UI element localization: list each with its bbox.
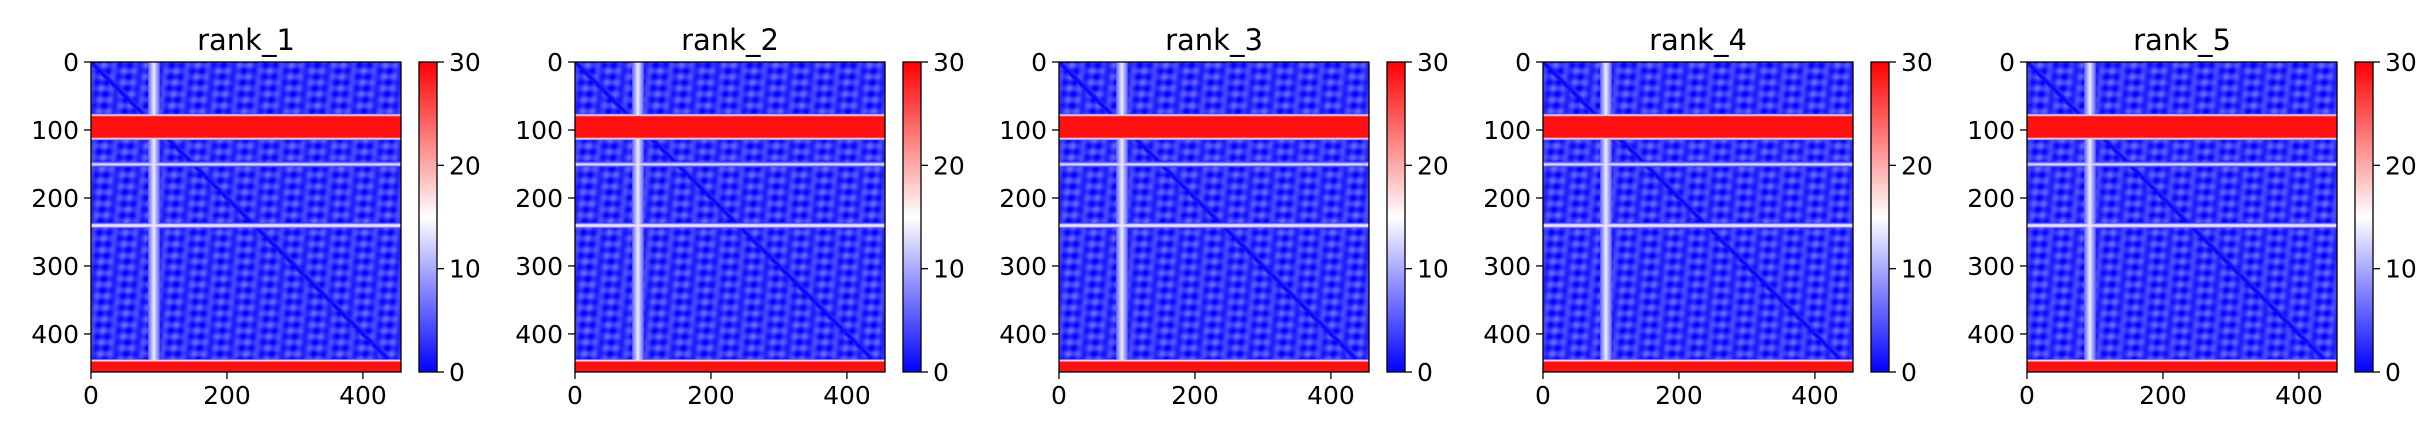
x-tick-label: 0 — [567, 381, 583, 410]
colorbar — [2354, 61, 2374, 373]
x-tick-label: 400 — [339, 381, 387, 410]
x-tick-label: 400 — [823, 381, 871, 410]
x-tick-label: 0 — [1051, 381, 1067, 410]
x-tick-label: 400 — [1791, 381, 1839, 410]
x-tick-label: 0 — [1535, 381, 1551, 410]
heatmap-image — [1059, 62, 1369, 372]
heatmap-image — [2027, 62, 2337, 372]
heatmap-frame — [1058, 61, 1370, 373]
colorbar-tick-label: 20 — [449, 151, 481, 180]
y-tick-label: 400 — [31, 320, 79, 349]
x-tick-label: 0 — [83, 381, 99, 410]
x-tick-label: 200 — [1655, 381, 1703, 410]
y-tick-label: 300 — [31, 252, 79, 281]
colorbar-tick-label: 30 — [2385, 48, 2417, 77]
panel-4: rank_4 0 200 400 0 100 200 300 400 0 10 20 30 — [1483, 23, 1933, 410]
colorbar-tick-label: 10 — [933, 255, 965, 284]
colorbar-tick-label: 20 — [1901, 151, 1933, 180]
colorbar — [1870, 61, 1890, 373]
y-tick-label: 300 — [1967, 252, 2015, 281]
x-tick-label: 200 — [1171, 381, 1219, 410]
heatmap-frame — [1542, 61, 1854, 373]
panel-title: rank_4 — [1649, 23, 1747, 57]
colorbar-tick-label: 20 — [933, 151, 965, 180]
y-tick-label: 0 — [1031, 48, 1047, 77]
panel-3: rank_3 0 200 400 0 100 200 300 400 0 10 20 30 — [999, 23, 1449, 410]
x-tick-label: 200 — [203, 381, 251, 410]
heatmap-image — [575, 62, 885, 372]
panel-title: rank_1 — [197, 23, 295, 57]
colorbar-tick-label: 30 — [449, 48, 481, 77]
x-tick-label: 0 — [2019, 381, 2035, 410]
y-tick-label: 100 — [1967, 116, 2015, 145]
colorbar — [418, 61, 438, 373]
colorbar — [902, 61, 922, 373]
colorbar-tick-label: 0 — [449, 358, 465, 387]
colorbar-tick-label: 0 — [933, 358, 949, 387]
y-tick-label: 0 — [1515, 48, 1531, 77]
y-tick-label: 400 — [515, 320, 563, 349]
colorbar-tick-label: 0 — [2385, 358, 2401, 387]
colorbar-tick-label: 10 — [2385, 255, 2417, 284]
y-tick-label: 200 — [999, 184, 1047, 213]
colorbar-tick-label: 30 — [933, 48, 965, 77]
y-tick-label: 0 — [547, 48, 563, 77]
y-tick-label: 100 — [1483, 116, 1531, 145]
colorbar — [1386, 61, 1406, 373]
colorbar-tick-label: 30 — [1901, 48, 1933, 77]
x-tick-label: 400 — [1307, 381, 1355, 410]
y-tick-label: 200 — [1483, 184, 1531, 213]
colorbar-tick-label: 0 — [1901, 358, 1917, 387]
panel-5: rank_5 0 200 400 0 100 200 300 400 0 10 20 30 — [1967, 23, 2417, 410]
y-tick-label: 100 — [999, 116, 1047, 145]
colorbar-tick-label: 30 — [1417, 48, 1449, 77]
panel-title: rank_3 — [1165, 23, 1263, 57]
y-tick-label: 300 — [1483, 252, 1531, 281]
heatmap-image — [91, 62, 401, 372]
y-tick-label: 200 — [515, 184, 563, 213]
heatmap-frame — [574, 61, 886, 373]
colorbar-tick-label: 10 — [1417, 255, 1449, 284]
heatmap-frame — [2026, 61, 2338, 373]
x-tick-label: 200 — [2139, 381, 2187, 410]
y-tick-label: 400 — [1967, 320, 2015, 349]
panel-title: rank_5 — [2133, 23, 2231, 57]
heatmap-image — [1543, 62, 1853, 372]
panel-title: rank_2 — [681, 23, 779, 57]
colorbar-tick-label: 10 — [1901, 255, 1933, 284]
panel-1: rank_1 0 200 400 0 100 200 300 400 0 10 20 30 — [31, 23, 481, 410]
y-tick-label: 200 — [1967, 184, 2015, 213]
y-tick-label: 0 — [63, 48, 79, 77]
y-tick-label: 100 — [515, 116, 563, 145]
colorbar-tick-label: 20 — [2385, 151, 2417, 180]
colorbar-tick-label: 10 — [449, 255, 481, 284]
y-tick-label: 200 — [31, 184, 79, 213]
y-tick-label: 100 — [31, 116, 79, 145]
colorbar-tick-label: 20 — [1417, 151, 1449, 180]
y-tick-label: 400 — [999, 320, 1047, 349]
colorbar-tick-label: 0 — [1417, 358, 1433, 387]
y-tick-label: 300 — [515, 252, 563, 281]
y-tick-label: 300 — [999, 252, 1047, 281]
y-tick-label: 400 — [1483, 320, 1531, 349]
x-tick-label: 400 — [2275, 381, 2323, 410]
heatmap-frame — [90, 61, 402, 373]
x-tick-label: 200 — [687, 381, 735, 410]
panel-2: rank_2 0 200 400 0 100 200 300 400 0 10 20 30 — [515, 23, 965, 410]
y-tick-label: 0 — [1999, 48, 2015, 77]
